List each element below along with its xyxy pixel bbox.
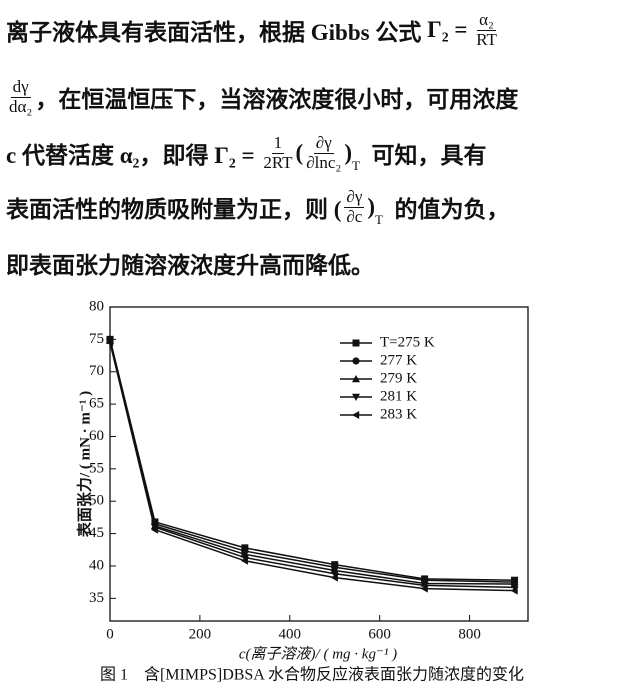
text: 的值为负， [382, 197, 510, 222]
text: ) [344, 140, 352, 165]
denominator: RT [476, 29, 497, 49]
fraction: α₂ RT [476, 9, 497, 49]
denominator: ∂lnc₂ [306, 152, 342, 172]
data-point [420, 584, 428, 593]
data-line [109, 341, 515, 589]
y-tick-label: 60 [89, 428, 104, 444]
legend-marker [352, 339, 360, 347]
legend-marker [352, 411, 360, 419]
text-line: 即表面张力随溶液浓度升高而降低。 [6, 238, 374, 288]
subscript: T [351, 158, 360, 173]
fraction: dγ dα₂ [9, 76, 33, 116]
fraction: ∂γ ∂lnc₂ [306, 132, 342, 172]
numerator: dγ [10, 76, 31, 98]
data-point [510, 584, 519, 592]
text: 可知，具有 [359, 143, 487, 168]
y-tick-label: 50 [89, 493, 104, 509]
numerator: ∂γ [344, 186, 365, 208]
denominator: ∂c [346, 206, 363, 226]
fraction: ∂γ ∂c [344, 186, 365, 226]
denominator: 2RT [263, 152, 293, 172]
text-line: 表面活性的物质吸附量为正，则 (∂γ ∂c) T 的值为负， [6, 182, 509, 232]
x-tick-label: 800 [458, 626, 481, 642]
text-line: dγ dα₂ ，在恒温恒压下，当溶液浓度很小时，可用浓度 [6, 72, 518, 122]
x-tick-label: 200 [189, 626, 212, 642]
fraction: 1 2RT [263, 132, 293, 172]
data-point [330, 570, 339, 578]
data-line [109, 342, 515, 592]
y-tick-label: 65 [89, 396, 104, 412]
y-tick-label: 40 [89, 557, 104, 573]
text: ，在恒温恒压下，当溶液浓度很小时，可用浓度 [35, 87, 519, 112]
y-tick-label: 70 [89, 363, 104, 379]
data-point [420, 582, 429, 590]
x-tick-label: 600 [368, 626, 391, 642]
x-tick-label: 400 [279, 626, 302, 642]
legend-label: T=275 K [380, 334, 435, 350]
text: c 代替活度 α₂，即得 Γ₂ = [6, 143, 261, 168]
data-line [109, 339, 515, 583]
legend-label: 283 K [380, 406, 417, 422]
legend-label: 279 K [380, 370, 417, 386]
numerator: 1 [271, 132, 285, 154]
legend-label: 277 K [380, 352, 417, 368]
text-line: c 代替活度 α₂，即得 Γ₂ = 1 2RT(∂γ ∂lnc₂) T 可知，具有 [6, 128, 486, 178]
y-tick-label: 35 [89, 590, 104, 606]
text: 表面活性的物质吸附量为正，则 ( [6, 197, 342, 222]
numerator: ∂γ [313, 132, 334, 154]
text: Γ₂ = [427, 17, 474, 42]
y-axis-label: 表面张力/ ( mN · m⁻¹ ) [75, 391, 93, 537]
text: 即表面张力随溶液浓度升高而降低。 [6, 253, 374, 278]
data-point [510, 586, 518, 595]
text: ) [367, 194, 376, 219]
data-line [109, 339, 515, 581]
figure-caption: 图 1 含[MIMPS]DBSA 水合物反应液表面张力随浓度的变化 [100, 665, 524, 684]
legend-label: 281 K [380, 388, 417, 404]
legend-marker [352, 393, 360, 401]
text-line: 离子液体具有表面活性，根据 Gibbs 公式 Γ₂ = α₂ RT [6, 5, 500, 55]
subscript: T [375, 212, 383, 227]
data-point [330, 573, 338, 582]
data-point [106, 338, 114, 347]
x-axis-label: c(离子溶液)/ ( mg · kg⁻¹ ) [239, 645, 397, 662]
y-tick-label: 80 [89, 298, 104, 314]
x-tick-label: 0 [106, 626, 114, 642]
y-tick-label: 55 [89, 460, 104, 476]
plot-frame [109, 306, 529, 622]
numerator: α₂ [477, 9, 496, 31]
data-point [150, 525, 159, 534]
y-tick-label: 75 [89, 331, 104, 347]
legend-marker [352, 375, 360, 383]
legend-marker [352, 357, 360, 365]
denominator: dα₂ [9, 96, 33, 116]
data-point [240, 554, 249, 562]
text: ( [295, 140, 304, 165]
y-tick-label: 45 [89, 525, 104, 541]
text: 离子液体具有表面活性，根据 Gibbs 公式 [6, 20, 428, 45]
data-line [109, 340, 515, 585]
data-point [240, 556, 249, 565]
